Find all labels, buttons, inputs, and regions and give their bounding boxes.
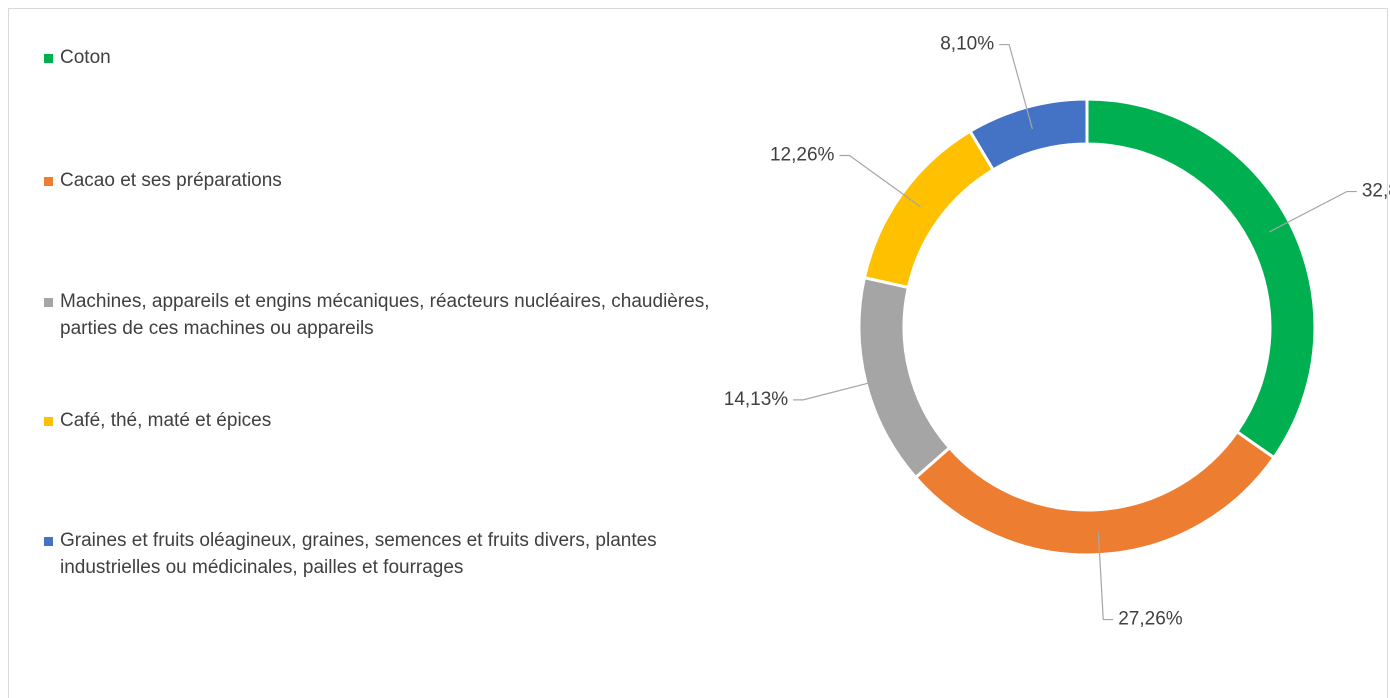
legend-swatch	[44, 177, 53, 186]
legend-label: Machines, appareils et engins mécaniques…	[60, 291, 710, 339]
legend-swatch	[44, 54, 53, 63]
donut-segment	[913, 429, 1276, 557]
leader-line	[793, 377, 889, 401]
legend-item: Cacao et ses préparations	[44, 167, 720, 194]
legend-label: Café, thé, maté et épices	[60, 410, 272, 431]
legend-item: Coton	[44, 44, 720, 71]
donut-segment	[968, 97, 1089, 172]
donut-segment	[1085, 97, 1317, 460]
data-label: 27,26%	[1118, 609, 1183, 630]
chart-frame	[8, 8, 1388, 698]
legend-item: Graines et fruits oléagineux, graines, s…	[44, 527, 720, 581]
legend-swatch	[44, 537, 53, 546]
legend-label: Graines et fruits oléagineux, graines, s…	[60, 530, 657, 578]
leader-line	[839, 154, 921, 208]
leader-line	[999, 43, 1033, 130]
data-label: 8,10%	[940, 34, 994, 55]
legend-label: Coton	[60, 47, 111, 68]
legend-label: Cacao et ses préparations	[60, 170, 282, 191]
data-label: 32,82%	[1362, 181, 1390, 202]
donut-segment	[862, 129, 996, 290]
leader-line	[1268, 190, 1357, 233]
donut-segment	[857, 275, 952, 480]
legend-item: Machines, appareils et engins mécaniques…	[44, 288, 720, 342]
legend-swatch	[44, 298, 53, 307]
leader-line	[1097, 532, 1114, 621]
legend-item: Café, thé, maté et épices	[44, 407, 720, 434]
legend-swatch	[44, 417, 53, 426]
data-label: 14,13%	[724, 389, 789, 410]
data-label: 12,26%	[770, 144, 835, 165]
